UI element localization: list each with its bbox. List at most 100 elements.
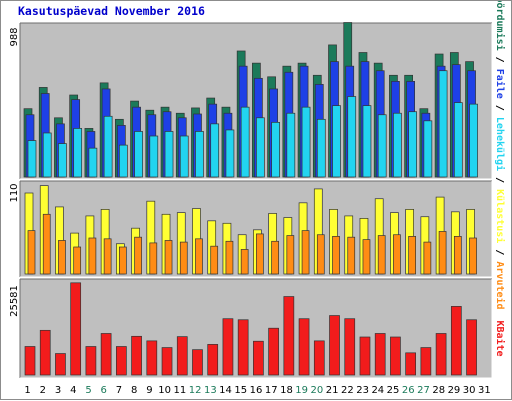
x-tick-label: 7 [116, 385, 122, 396]
right-legend-bottom: KBaite [494, 320, 506, 356]
x-tick-label: 16 [250, 385, 263, 396]
x-tick-label: 10 [158, 385, 171, 396]
x-tick-label: 17 [265, 385, 278, 396]
bar-Arvuteid-day-5 [88, 237, 97, 275]
bar-Lehekülgi-day-18 [286, 112, 296, 178]
bar-KBaite-day-26 [405, 352, 416, 376]
x-tick-label: 21 [326, 385, 339, 396]
x-tick-label: 8 [131, 385, 137, 396]
x-tick-label: 15 [234, 385, 247, 396]
bar-Arvuteid-day-14 [225, 240, 234, 275]
y-max-label-middle: 110 [9, 183, 20, 202]
legend-slash: / [494, 171, 505, 189]
bar-KBaite-day-23 [359, 336, 371, 376]
legend-Lehekülgi: Lehekülgi [494, 117, 506, 171]
legend-Faile: Faile [494, 69, 506, 99]
legend-Külastusi: Külastusi [494, 189, 506, 243]
x-tick-label: 24 [371, 385, 384, 396]
legend-Pöördumisi: Pöördumisi [494, 1, 506, 51]
bar-Arvuteid-day-20 [316, 234, 325, 275]
x-tick-label: 22 [341, 385, 354, 396]
bar-KBaite-day-5 [85, 346, 97, 376]
x-tick-label: 28 [432, 385, 445, 396]
bar-Lehekülgi-day-29 [453, 102, 463, 178]
x-tick-label: 12 [189, 385, 202, 396]
bar-Lehekülgi-day-3 [58, 143, 67, 178]
bar-Lehekülgi-day-14 [225, 129, 235, 178]
bar-KBaite-day-30 [466, 319, 477, 376]
bar-Arvuteid-day-22 [347, 236, 356, 275]
bar-Lehekülgi-day-27 [423, 120, 433, 178]
chart-title: Kasutuspäevad November 2016 [18, 4, 205, 18]
bar-KBaite-day-4 [70, 282, 82, 376]
bar-Arvuteid-day-28 [438, 231, 447, 275]
bar-KBaite-day-2 [39, 329, 51, 376]
bar-Arvuteid-day-9 [149, 242, 158, 275]
bar-Lehekülgi-day-30 [469, 103, 478, 178]
bar-Lehekülgi-day-8 [134, 131, 143, 178]
bar-Lehekülgi-day-25 [393, 112, 402, 178]
bar-Arvuteid-day-15 [240, 249, 249, 275]
x-tick-label: 1 [24, 385, 30, 396]
x-tick-label: 13 [204, 385, 217, 396]
bar-KBaite-day-29 [450, 306, 462, 376]
bar-KBaite-day-7 [116, 346, 127, 376]
bar-Lehekülgi-day-10 [164, 131, 174, 178]
bar-KBaite-day-3 [55, 353, 66, 376]
x-tick-label: 11 [174, 385, 187, 396]
x-tick-label: 4 [70, 385, 76, 396]
bar-Lehekülgi-day-2 [42, 132, 52, 178]
x-tick-label: 26 [402, 385, 415, 396]
bar-Arvuteid-day-7 [119, 246, 127, 275]
legend-KBaite: KBaite [494, 320, 506, 356]
bar-Arvuteid-day-11 [179, 241, 188, 275]
bar-KBaite-day-27 [420, 347, 432, 376]
bar-KBaite-day-16 [253, 340, 264, 376]
x-tick-label: 6 [101, 385, 107, 396]
bar-KBaite-day-6 [100, 333, 112, 376]
bar-Lehekülgi-day-9 [149, 135, 159, 178]
bar-Lehekülgi-day-5 [88, 147, 98, 178]
bar-Arvuteid-day-12 [195, 238, 203, 275]
x-tick-label: 31 [478, 385, 491, 396]
bar-Lehekülgi-day-24 [377, 114, 387, 178]
legend-slash: / [494, 99, 505, 117]
bar-KBaite-day-11 [176, 336, 188, 376]
bar-Lehekülgi-day-4 [73, 128, 83, 178]
bar-Arvuteid-day-2 [42, 213, 51, 275]
bar-Arvuteid-day-21 [332, 236, 340, 275]
bar-Lehekülgi-day-1 [27, 140, 37, 178]
bar-Arvuteid-day-17 [271, 240, 279, 275]
bar-Lehekülgi-day-6 [103, 115, 113, 178]
bar-Lehekülgi-day-16 [256, 117, 265, 178]
bar-Lehekülgi-day-21 [332, 105, 341, 178]
bar-KBaite-day-21 [329, 315, 340, 376]
bar-Arvuteid-day-24 [377, 235, 386, 275]
bar-KBaite-day-12 [192, 349, 203, 376]
x-tick-label: 9 [146, 385, 152, 396]
bar-Lehekülgi-day-17 [271, 121, 280, 178]
x-tick-label: 18 [280, 385, 293, 396]
bar-KBaite-day-25 [390, 336, 401, 376]
x-tick-label: 23 [356, 385, 369, 396]
bar-Arvuteid-day-19 [301, 230, 310, 275]
bar-KBaite-day-13 [207, 344, 219, 376]
x-tick-label: 19 [295, 385, 308, 396]
bar-Arvuteid-day-4 [73, 246, 82, 275]
x-tick-label: 20 [311, 385, 324, 396]
x-tick-label: 5 [85, 385, 91, 396]
bar-KBaite-day-15 [237, 319, 249, 376]
bar-KBaite-day-17 [268, 327, 279, 376]
bar-Lehekülgi-day-13 [210, 123, 220, 178]
bar-Arvuteid-day-25 [393, 234, 401, 275]
bar-KBaite-day-1 [24, 346, 36, 376]
bar-KBaite-day-9 [146, 340, 158, 376]
bar-Arvuteid-day-8 [134, 236, 142, 275]
bar-Arvuteid-day-16 [256, 233, 264, 275]
bar-Lehekülgi-day-23 [362, 105, 372, 178]
x-tick-label: 14 [219, 385, 232, 396]
bar-KBaite-day-28 [435, 333, 447, 376]
bar-Arvuteid-day-18 [286, 235, 295, 275]
